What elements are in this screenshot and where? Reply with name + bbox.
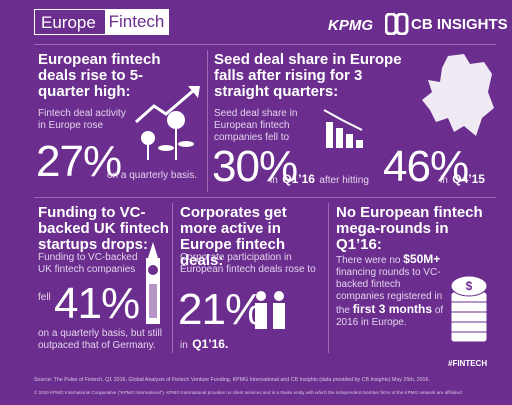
- quarter: Q4’15: [452, 172, 485, 186]
- coins-icon: $: [450, 275, 488, 343]
- big-figure: 27%: [36, 137, 122, 186]
- panel-text: in: [440, 175, 448, 186]
- big-figure: 30%: [212, 142, 298, 191]
- copyright: © 2016 KPMG International Cooperative (“…: [34, 390, 463, 395]
- phrase: in Q4’15: [440, 170, 485, 188]
- panel-title: Seed deal share in Europe falls after ri…: [214, 51, 402, 100]
- panel-title: European fintech deals rise to 5-quarter…: [38, 51, 161, 100]
- divider: [34, 44, 496, 45]
- big-figure: 46%: [383, 142, 469, 191]
- logo-cb: CB INSIGHTS: [411, 16, 508, 33]
- quarter: Q1’16.: [192, 337, 229, 351]
- panel-text: fell: [38, 292, 51, 303]
- panel-text: on a quarterly basis.: [107, 170, 198, 181]
- big-ben-icon: [146, 242, 160, 324]
- panel-title: Funding to VC-backed UK fintech startups…: [38, 204, 169, 253]
- panel-text: after hitting: [319, 175, 369, 186]
- big-figure: 41%: [54, 279, 140, 328]
- logo-kpmg: KPMG: [328, 17, 373, 34]
- source: Source: The Pulse of Fintech, Q1 2016, G…: [34, 377, 430, 383]
- panel-text: in: [180, 340, 188, 351]
- title-left: Europe: [41, 13, 96, 32]
- plant-icon: [135, 86, 200, 160]
- quarter: Q1’16: [282, 172, 315, 186]
- panel-text: Seed deal share in European fintech comp…: [214, 108, 298, 143]
- phrase: in Q1’16 after hitting: [270, 170, 369, 188]
- big-figure: 21%: [178, 285, 264, 334]
- highlight: $50M+: [403, 252, 441, 266]
- europe-map: [422, 54, 494, 136]
- divider: [328, 203, 329, 353]
- panel-text: Fintech deal activity in Europe rose: [38, 108, 126, 131]
- panel-text: Funding to VC-backed UK fintech companie…: [38, 252, 138, 275]
- panel-text: on a quarterly basis, but still outpaced…: [38, 328, 162, 351]
- panel-text: in: [270, 175, 278, 186]
- people-icon: [255, 291, 285, 329]
- panel-text: of 2016 in Europe.: [336, 305, 444, 328]
- divider: [34, 197, 496, 198]
- highlight: first 3 months: [352, 302, 433, 316]
- panel-text: Corporate participation in European fint…: [180, 252, 316, 275]
- panel-text: There were no: [336, 255, 401, 266]
- svg-text:$: $: [466, 279, 473, 293]
- panel-text: financing rounds to VC-backed fintech co…: [336, 267, 443, 316]
- title-box: Europe Fintech: [34, 9, 169, 35]
- divider: [172, 203, 173, 353]
- panel-title: No European fintech mega-rounds in Q1’16…: [336, 204, 483, 253]
- panel-title: Corporates get more active in Europe fin…: [180, 204, 287, 269]
- divider: [207, 50, 208, 192]
- hashtag: #FINTECH: [448, 359, 488, 368]
- bar-icon: [323, 109, 363, 148]
- title-right: Fintech: [105, 10, 168, 34]
- cb-icon: [385, 13, 409, 35]
- phrase: in Q1’16.: [180, 335, 228, 353]
